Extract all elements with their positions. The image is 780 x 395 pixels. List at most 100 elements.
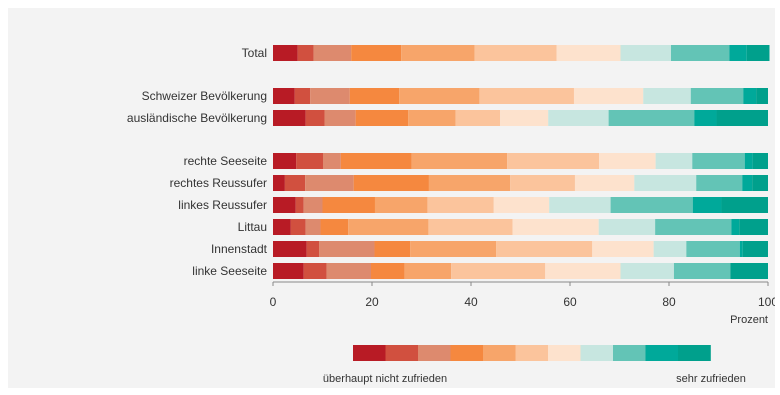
bar-segment — [752, 153, 768, 169]
category-label: linke Seeseite — [192, 264, 267, 278]
category-label: ausländische Bevölkerung — [127, 111, 267, 125]
bar-segment — [404, 263, 452, 279]
bar-segment — [692, 197, 722, 213]
bar-segment — [696, 175, 743, 191]
bar-segment — [273, 241, 307, 257]
bar-segment — [273, 153, 297, 169]
category-label: rechte Seeseite — [184, 154, 268, 168]
bar-segment — [545, 263, 621, 279]
legend-right-label: sehr zufrieden — [676, 373, 746, 385]
bar-segment — [294, 88, 311, 104]
bar-segment — [730, 263, 768, 279]
bar-segment — [653, 241, 687, 257]
bar-segment — [273, 197, 296, 213]
bar-segment — [694, 110, 717, 126]
bar-segment — [273, 45, 298, 61]
bar-segment — [496, 241, 593, 257]
x-axis-label: Prozent — [730, 314, 768, 326]
bar-segment — [273, 175, 285, 191]
x-tick-label: 80 — [662, 295, 676, 309]
bar-segment — [493, 197, 550, 213]
bar-segment — [746, 45, 770, 61]
bar-segment — [743, 88, 757, 104]
bar-segment — [371, 263, 405, 279]
bar-segment — [273, 263, 304, 279]
bar-segment — [655, 153, 693, 169]
bar-segment — [455, 110, 501, 126]
bar-segment — [324, 110, 356, 126]
bar-segment — [408, 110, 456, 126]
bar-segment — [742, 241, 768, 257]
bar-segment — [599, 153, 656, 169]
bar-segment — [284, 175, 306, 191]
legend-left-label: überhaupt nicht zufrieden — [323, 373, 447, 385]
bar-segment — [643, 88, 691, 104]
x-tick-label: 60 — [563, 295, 577, 309]
stacked-bar-chart: Total Schweizer Bevölkerung ausländische B… — [127, 45, 775, 385]
bar-segment — [296, 153, 323, 169]
legend-swatch — [580, 345, 614, 361]
bar-segment — [305, 175, 354, 191]
legend-swatch — [548, 345, 581, 361]
bar-segment — [574, 175, 635, 191]
bar-segment — [326, 263, 372, 279]
bar-segment — [721, 197, 768, 213]
legend-swatch — [385, 345, 419, 361]
bar-segment — [303, 263, 327, 279]
bar-segment — [573, 88, 644, 104]
bar-segment — [310, 88, 350, 104]
bar-segment — [374, 197, 428, 213]
legend-swatch — [450, 345, 484, 361]
bar-segment — [756, 88, 768, 104]
bar-segment — [742, 175, 753, 191]
bar-segment — [739, 219, 768, 235]
bar-segment — [295, 197, 304, 213]
x-tick-label: 0 — [270, 295, 277, 309]
bar-segment — [320, 219, 349, 235]
category-label: Innenstadt — [211, 242, 268, 256]
legend-swatch — [483, 345, 516, 361]
bar-segment — [752, 175, 768, 191]
bar-segment — [510, 175, 575, 191]
bar-segment — [610, 197, 693, 213]
bar-segment — [620, 263, 674, 279]
bar-segment — [548, 110, 609, 126]
bar-segment — [349, 88, 400, 104]
bar-segment — [690, 88, 744, 104]
bar-segment — [655, 219, 732, 235]
bar-segment — [273, 110, 306, 126]
bar-segment — [592, 241, 654, 257]
category-labels: Total Schweizer Bevölkerung ausländische B… — [127, 46, 268, 278]
legend-swatch — [645, 345, 679, 361]
bar-segment — [686, 241, 740, 257]
bar-segment — [427, 197, 494, 213]
legend-swatch — [515, 345, 549, 361]
category-label: Total — [242, 46, 267, 60]
category-label: Schweizer Bevölkerung — [142, 89, 267, 103]
bar-segment — [401, 45, 475, 61]
legend-swatch — [678, 345, 711, 361]
bar-segment — [670, 45, 730, 61]
bar-segment — [355, 110, 409, 126]
bar-segment — [428, 219, 513, 235]
bar-segment — [731, 219, 740, 235]
bar-segment — [411, 153, 508, 169]
legend-swatch — [353, 345, 386, 361]
bar-segment — [297, 45, 314, 61]
bar-segment — [273, 219, 291, 235]
bar-segment — [451, 263, 546, 279]
bar-segment — [507, 153, 600, 169]
bar-segment — [351, 45, 402, 61]
bar-segment — [608, 110, 695, 126]
bar-segment — [500, 110, 549, 126]
category-label: rechtes Reussufer — [170, 176, 267, 190]
x-tick-label: 40 — [464, 295, 478, 309]
x-tick-label: 20 — [365, 295, 379, 309]
bar-segment — [273, 88, 295, 104]
chart-panel: Total Schweizer Bevölkerung ausländische B… — [8, 8, 775, 388]
bar-segment — [512, 219, 599, 235]
bar-segment — [340, 153, 412, 169]
category-label: linkes Reussufer — [178, 198, 267, 212]
bar-segment — [323, 153, 341, 169]
bar-segment — [716, 110, 768, 126]
